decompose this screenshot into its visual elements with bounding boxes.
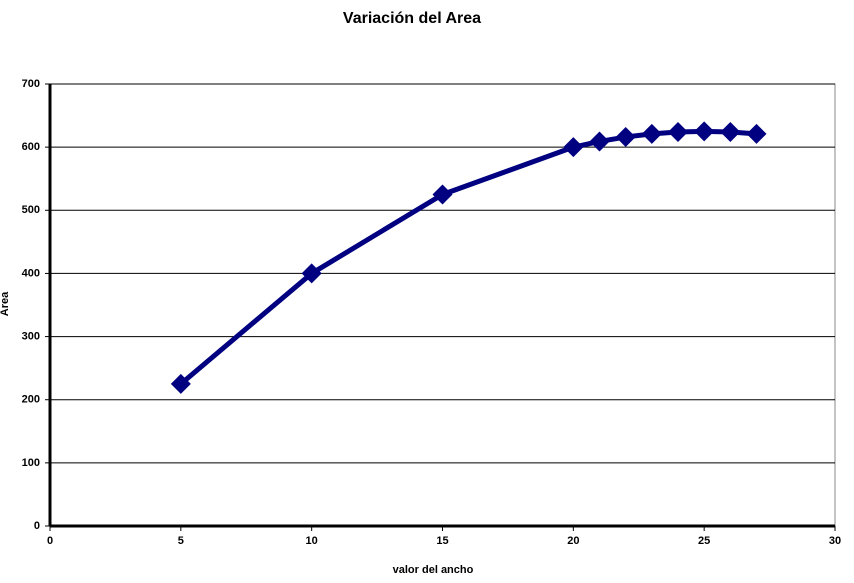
y-tick-label: 100: [22, 457, 40, 469]
marker: [563, 137, 584, 158]
x-tick-label: 10: [306, 535, 318, 547]
y-tick-label: 600: [22, 141, 40, 153]
y-axis-label: Area: [0, 291, 11, 316]
x-tick-label: 5: [178, 535, 184, 547]
x-axis-label: valor del ancho: [393, 564, 474, 576]
x-tick-label: 30: [829, 535, 841, 547]
marker: [301, 263, 322, 284]
y-tick-label: 700: [22, 78, 40, 90]
marker: [589, 131, 610, 152]
marker: [720, 121, 741, 142]
marker: [615, 127, 636, 148]
marker: [432, 184, 453, 205]
marker: [668, 121, 688, 142]
x-tick-label: 25: [698, 535, 710, 547]
y-tick-label: 0: [34, 520, 40, 532]
y-tick-label: 300: [22, 330, 40, 342]
marker: [641, 123, 662, 144]
x-tick-label: 15: [436, 535, 448, 547]
x-tick-label: 20: [567, 535, 579, 547]
y-tick-label: 400: [22, 267, 40, 279]
series-line: [179, 128, 757, 386]
marker: [746, 123, 767, 144]
chart-title: Variación del Area: [343, 10, 481, 27]
plot-area: [49, 83, 836, 527]
x-tick-label: 0: [47, 535, 53, 547]
y-tick-label: 200: [22, 394, 40, 406]
y-tick-label: 500: [22, 204, 40, 216]
marker: [170, 373, 191, 394]
marker: [694, 121, 715, 142]
